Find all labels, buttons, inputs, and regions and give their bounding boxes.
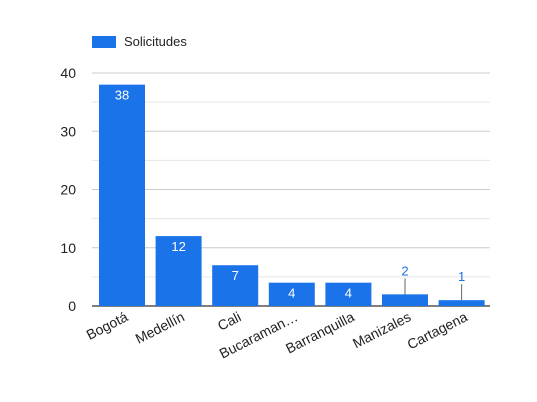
x-tick-label: Cali	[215, 308, 244, 333]
bar[interactable]	[155, 236, 202, 306]
bar[interactable]	[212, 265, 259, 306]
data-label: 38	[115, 88, 129, 103]
bar[interactable]	[382, 294, 428, 306]
legend-label: Solicitudes	[124, 34, 187, 49]
bar[interactable]	[438, 300, 485, 306]
bar[interactable]	[268, 282, 315, 306]
data-label: 2	[401, 263, 408, 278]
x-axis: Bogotá Medellín CaliBucaraman…Barranquilla…	[84, 308, 471, 361]
data-label: 1	[458, 269, 465, 284]
data-label: 4	[288, 286, 295, 301]
y-tick-label: 40	[60, 65, 76, 81]
y-tick-label: 10	[60, 240, 76, 256]
data-labels: 38 12 7 4 4 2 1	[115, 88, 465, 301]
legend: Solicitudes	[92, 34, 187, 49]
data-label: 4	[345, 286, 352, 301]
legend-swatch	[92, 35, 116, 48]
y-tick-label: 30	[60, 123, 76, 139]
y-tick-label: 0	[68, 298, 76, 314]
y-tick-label: 20	[60, 182, 76, 198]
data-label: 12	[171, 239, 185, 254]
x-tick-label: Manizales	[350, 308, 413, 351]
x-tick-label: Bogotá	[84, 308, 131, 342]
grid-lines	[92, 72, 490, 307]
bar[interactable]	[325, 282, 372, 306]
x-tick-label: Cartagena	[404, 308, 470, 352]
bar[interactable]	[99, 84, 145, 307]
data-label: 7	[232, 268, 239, 283]
bars	[99, 84, 485, 307]
y-axis: 0 10 20 30 40	[60, 65, 76, 314]
x-tick-label: Medellín	[133, 308, 187, 346]
